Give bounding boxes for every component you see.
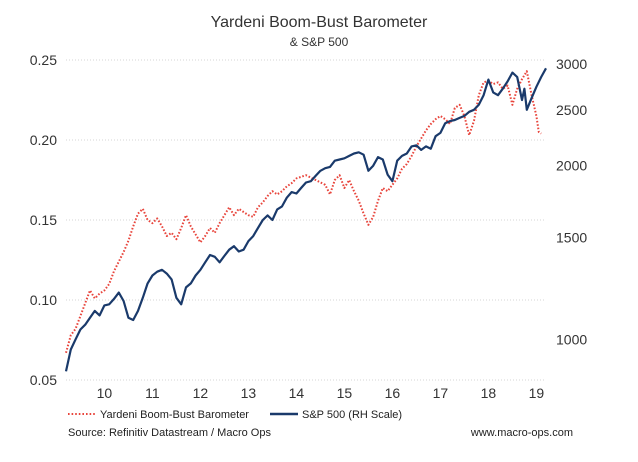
x-tick-label: 10 — [97, 385, 113, 401]
right-tick-label: 1500 — [556, 230, 587, 246]
legend-label-barometer: Yardeni Boom-Bust Barometer — [100, 409, 249, 421]
x-tick-label: 14 — [289, 385, 305, 401]
chart-subtitle: & S&P 500 — [290, 35, 349, 49]
x-tick-label: 17 — [433, 385, 449, 401]
right-axis: 1000 1500 2000 2500 3000 — [556, 56, 587, 347]
series-sp500-line — [64, 67, 547, 372]
x-tick-label: 15 — [337, 385, 353, 401]
chart-title: Yardeni Boom-Bust Barometer — [211, 14, 428, 31]
x-tick-label: 12 — [193, 385, 209, 401]
left-tick-label: 0.15 — [30, 212, 57, 228]
left-tick-label: 0.05 — [30, 372, 57, 388]
x-tick-label: 16 — [385, 385, 401, 401]
x-tick-label: 11 — [145, 385, 160, 401]
website-note: www.macro-ops.com — [470, 427, 573, 439]
legend: Yardeni Boom-Bust Barometer S&P 500 (RH … — [68, 409, 402, 421]
right-tick-label: 3000 — [556, 56, 587, 72]
left-tick-label: 0.25 — [30, 52, 57, 68]
right-tick-label: 2500 — [556, 102, 587, 118]
left-tick-label: 0.10 — [30, 292, 57, 308]
x-axis: 10 11 12 13 14 15 16 17 18 19 — [97, 385, 545, 401]
right-tick-label: 1000 — [556, 331, 587, 347]
left-axis: 0.05 0.10 0.15 0.20 0.25 — [30, 52, 57, 388]
series-group — [64, 67, 547, 372]
gridlines — [66, 59, 546, 381]
x-tick-label: 13 — [241, 385, 257, 401]
legend-label-sp500: S&P 500 (RH Scale) — [302, 409, 402, 421]
left-tick-label: 0.20 — [30, 132, 57, 148]
right-tick-label: 2000 — [556, 158, 587, 174]
source-note: Source: Refinitiv Datastream / Macro Ops — [68, 427, 271, 439]
x-tick-label: 18 — [481, 385, 497, 401]
x-tick-label: 19 — [529, 385, 545, 401]
